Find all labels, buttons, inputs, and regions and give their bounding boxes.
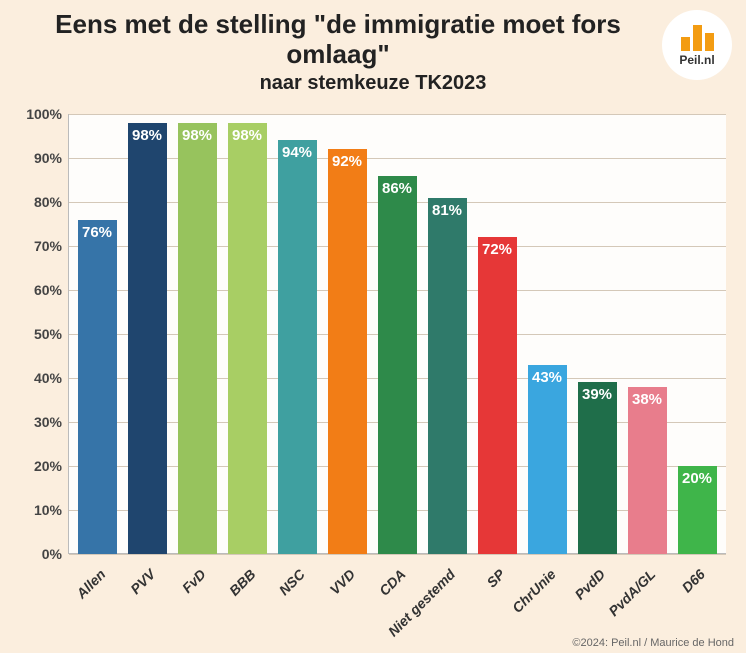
x-axis-tick: Niet gestemd <box>422 558 472 614</box>
chart-subtitle: naar stemkeuze TK2023 <box>0 70 746 105</box>
bar: 38% <box>628 387 667 554</box>
bar-value-label: 92% <box>332 153 362 170</box>
bar-slot: 72% <box>472 114 522 554</box>
y-axis-tick: 70% <box>20 238 62 254</box>
bars-container: 76% 98% 98% 98% 94% 92% 86% 81% 72% 43% 39% 38% 20% <box>68 114 726 554</box>
bar-slot: 94% <box>272 114 322 554</box>
bar-value-label: 72% <box>482 241 512 258</box>
chart-title: Eens met de stelling "de immigratie moet… <box>0 0 746 70</box>
bar-value-label: 98% <box>132 127 162 144</box>
x-axis-tick: D66 <box>672 558 722 614</box>
credit-text: ©2024: Peil.nl / Maurice de Hond <box>572 637 734 649</box>
x-axis-tick: PVV <box>122 558 172 614</box>
bar: 86% <box>378 176 417 554</box>
y-axis-tick: 60% <box>20 282 62 298</box>
bar-slot: 76% <box>72 114 122 554</box>
y-axis-tick: 0% <box>20 546 62 562</box>
bar: 98% <box>178 123 217 554</box>
logo-text: Peil.nl <box>679 53 714 67</box>
bar: 43% <box>528 365 567 554</box>
y-axis-tick: 10% <box>20 502 62 518</box>
x-axis-tick: PvdA/GL <box>622 558 672 614</box>
bar-value-label: 94% <box>282 144 312 161</box>
bar-slot: 86% <box>372 114 422 554</box>
y-axis-tick: 20% <box>20 458 62 474</box>
bar-value-label: 43% <box>532 369 562 386</box>
bar-value-label: 20% <box>682 470 712 487</box>
y-axis-tick: 90% <box>20 150 62 166</box>
bar: 98% <box>128 123 167 554</box>
y-axis-tick: 40% <box>20 370 62 386</box>
bar: 20% <box>678 466 717 554</box>
y-axis-tick: 80% <box>20 194 62 210</box>
chart-area: 0%10%20%30%40%50%60%70%80%90%100% 76%98%… <box>20 114 730 614</box>
y-axis-tick: 30% <box>20 414 62 430</box>
bar-slot: 39% <box>572 114 622 554</box>
bar: 94% <box>278 140 317 554</box>
bar-slot: 98% <box>122 114 172 554</box>
bar-value-label: 98% <box>182 127 212 144</box>
bar: 98% <box>228 123 267 554</box>
bar-slot: 20% <box>672 114 722 554</box>
bar-slot: 98% <box>222 114 272 554</box>
bar: 76% <box>78 220 117 554</box>
x-axis-tick: Allen <box>72 558 122 614</box>
bar-slot: 38% <box>622 114 672 554</box>
x-axis-tick: BBB <box>222 558 272 614</box>
bar: 92% <box>328 149 367 554</box>
bar-value-label: 38% <box>632 391 662 408</box>
y-axis-tick: 100% <box>20 106 62 122</box>
bar-slot: 81% <box>422 114 472 554</box>
bar-slot: 98% <box>172 114 222 554</box>
bar-slot: 92% <box>322 114 372 554</box>
x-axis-tick: FvD <box>172 558 222 614</box>
x-axis-tick: ChrUnie <box>522 558 572 614</box>
x-axis-labels: AllenPVVFvDBBBNSCVVDCDANiet gestemdSPChr… <box>68 558 726 614</box>
x-axis-tick: VVD <box>322 558 372 614</box>
bar-value-label: 86% <box>382 180 412 197</box>
bar: 39% <box>578 382 617 554</box>
peil-logo: Peil.nl <box>662 10 732 80</box>
bar-value-label: 39% <box>582 386 612 403</box>
y-axis-tick: 50% <box>20 326 62 342</box>
x-axis-tick: NSC <box>272 558 322 614</box>
bar-value-label: 76% <box>82 224 112 241</box>
bar: 72% <box>478 237 517 554</box>
bar-value-label: 98% <box>232 127 262 144</box>
logo-bars-icon <box>681 23 714 51</box>
bar-slot: 43% <box>522 114 572 554</box>
grid-line <box>69 554 726 555</box>
bar: 81% <box>428 198 467 554</box>
bar-value-label: 81% <box>432 202 462 219</box>
